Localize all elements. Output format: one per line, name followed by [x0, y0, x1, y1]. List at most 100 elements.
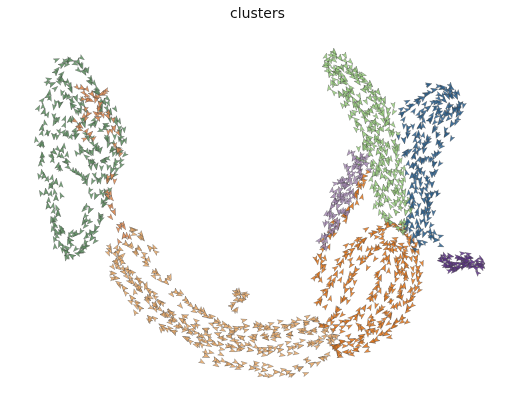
velocity-arrow: [405, 236, 411, 244]
velocity-arrow: [164, 311, 172, 319]
velocity-arrow: [342, 242, 350, 250]
velocity-arrow: [320, 257, 326, 265]
velocity-arrow: [204, 341, 213, 348]
velocity-arrow: [106, 141, 112, 149]
velocity-arrow: [359, 181, 367, 189]
velocity-arrow: [136, 233, 142, 241]
velocity-arrow: [124, 268, 132, 275]
velocity-arrow: [45, 77, 53, 83]
velocity-arrow: [91, 177, 97, 185]
velocity-arrow: [78, 247, 86, 253]
velocity-arrow: [368, 289, 374, 298]
velocity-arrow: [422, 185, 428, 193]
velocity-arrow: [351, 96, 359, 105]
velocity-arrow: [61, 58, 69, 64]
velocity-arrow: [73, 108, 80, 115]
velocity-arrow: [354, 188, 359, 196]
velocity-arrow: [373, 190, 379, 199]
velocity-arrow: [397, 156, 403, 165]
velocity-arrow: [77, 171, 84, 179]
velocity-arrow: [438, 142, 446, 150]
velocity-arrow: [171, 287, 180, 295]
velocity-arrow: [317, 276, 323, 284]
velocity-arrow: [402, 299, 408, 307]
velocity-arrow: [446, 252, 455, 259]
velocity-arrow: [396, 168, 403, 177]
velocity-arrow: [412, 136, 418, 144]
velocity-arrow: [432, 123, 439, 131]
velocity-arrow: [415, 110, 421, 118]
velocity-arrow: [159, 311, 167, 319]
velocity-arrow: [378, 231, 386, 239]
velocity-arrow: [103, 195, 111, 203]
velocity-arrow: [384, 155, 390, 164]
velocity-arrow: [369, 103, 377, 110]
velocity-arrow: [50, 207, 56, 215]
velocity-arrow: [106, 213, 114, 221]
velocity-arrow: [252, 343, 260, 350]
velocity-arrow: [83, 202, 91, 210]
velocity-arrow: [352, 270, 359, 278]
velocity-arrow: [286, 330, 294, 336]
velocity-arrow: [418, 180, 424, 189]
velocity-arrow: [448, 111, 454, 119]
velocity-arrow: [405, 159, 411, 167]
velocity-arrow: [338, 339, 346, 345]
velocity-arrow: [62, 243, 67, 251]
velocity-arrow: [380, 144, 386, 153]
velocity-arrow: [80, 244, 88, 250]
velocity-arrow: [121, 150, 129, 158]
velocity-arrow: [353, 236, 359, 244]
velocity-arrow: [97, 100, 104, 109]
velocity-arrow: [380, 151, 386, 159]
velocity-arrow: [115, 255, 124, 262]
velocity-arrow: [69, 98, 76, 106]
velocity-arrow: [467, 264, 475, 270]
velocity-arrow: [52, 242, 58, 250]
velocity-arrow: [388, 178, 394, 186]
velocity-arrow: [115, 226, 121, 234]
velocity-arrow: [372, 245, 380, 252]
velocity-arrow: [276, 343, 285, 350]
velocity-arrow: [364, 254, 370, 262]
velocity-arrow: [49, 147, 58, 155]
velocity-arrow: [106, 128, 111, 136]
velocity-arrow: [129, 227, 137, 233]
velocity-arrow: [336, 208, 342, 216]
velocity-arrow: [345, 340, 353, 347]
velocity-arrow: [383, 290, 390, 298]
velocity-arrow: [351, 170, 357, 178]
velocity-arrow: [403, 318, 411, 325]
velocity-arrow: [260, 351, 268, 357]
velocity-arrow: [437, 242, 445, 248]
velocity-arrow: [416, 145, 423, 153]
velocity-arrow: [40, 168, 46, 176]
velocity-arrow: [445, 114, 453, 122]
velocity-arrow: [386, 258, 392, 266]
velocity-arrow: [373, 87, 381, 96]
velocity-arrow: [345, 348, 354, 354]
velocity-arrow: [391, 237, 399, 242]
velocity-arrow: [57, 62, 66, 70]
velocity-arrow: [428, 155, 433, 163]
velocity-arrow: [415, 221, 422, 230]
velocity-arrow: [455, 264, 463, 270]
velocity-arrow: [321, 355, 329, 361]
velocity-arrow: [399, 282, 404, 290]
velocity-arrow: [365, 330, 372, 338]
velocity-arrow: [272, 332, 280, 338]
velocity-arrow: [279, 367, 288, 373]
velocity-arrow: [234, 364, 242, 370]
velocity-arrow: [405, 212, 411, 220]
velocity-arrow: [418, 259, 424, 267]
velocity-arrow: [333, 257, 341, 264]
velocity-arrow: [83, 172, 90, 180]
velocity-arrow: [232, 328, 240, 334]
velocity-arrow: [431, 209, 437, 217]
velocity-arrow: [445, 269, 454, 275]
velocity-arrow: [220, 320, 228, 326]
velocity-arrow: [442, 86, 449, 94]
velocity-arrow: [73, 83, 80, 91]
velocity-arrow: [354, 120, 361, 128]
velocity-arrow: [329, 191, 336, 201]
